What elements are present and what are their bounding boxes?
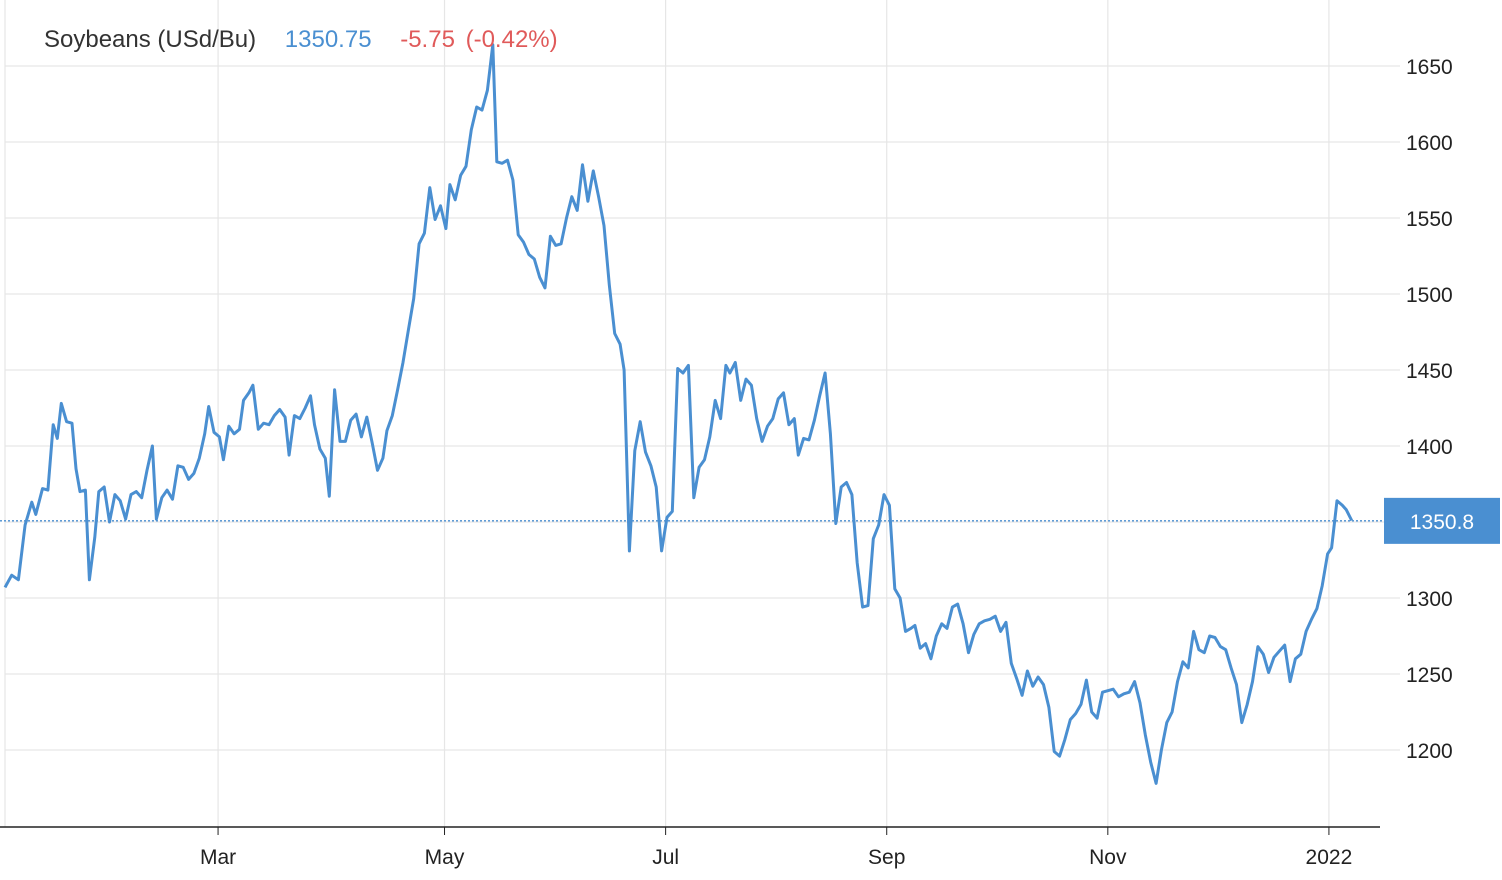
x-axis-ticks: Mar May Jul Sep Nov 2022 (200, 846, 1352, 869)
axes (0, 826, 1380, 835)
y-tick-label: 1250 (1406, 664, 1453, 687)
x-tick-label: Mar (200, 846, 236, 869)
y-tick-label: 1550 (1406, 208, 1453, 231)
y-tick-label: 1300 (1406, 588, 1453, 611)
last-value-badge: 1350.8 (1384, 497, 1500, 544)
last-value-badge-bg (1384, 497, 1500, 544)
legend-last-value: 1350.75 (284, 26, 372, 53)
legend-change: -5.75 (400, 26, 455, 53)
y-tick-label: 1500 (1406, 284, 1453, 307)
x-tick-label: 2022 (1306, 846, 1353, 869)
x-tick-label: May (425, 846, 465, 869)
legend-change-percent: (-0.42%) (465, 26, 558, 53)
y-tick-label: 1200 (1406, 740, 1453, 763)
x-tick-label: Sep (868, 846, 905, 869)
y-tick-label: 1650 (1406, 56, 1453, 79)
last-value-label: 1350.8 (1410, 511, 1474, 534)
series-line-soybeans[interactable] (3, 43, 1354, 785)
y-axis-ticks: 1200125013001350140014501500155016001650 (1406, 56, 1453, 763)
grid-lines (4, 0, 1400, 827)
y-tick-label: 1600 (1406, 132, 1453, 155)
x-tick-label: Jul (652, 846, 679, 869)
chart-legend: Soybeans (USd/Bu) 1350.75 -5.75 (-0.42%) (44, 26, 562, 54)
y-tick-label: 1400 (1406, 436, 1453, 459)
y-tick-label: 1450 (1406, 360, 1453, 383)
x-tick-label: Nov (1089, 846, 1127, 869)
legend-series-name: Soybeans (USd/Bu) (44, 26, 257, 53)
